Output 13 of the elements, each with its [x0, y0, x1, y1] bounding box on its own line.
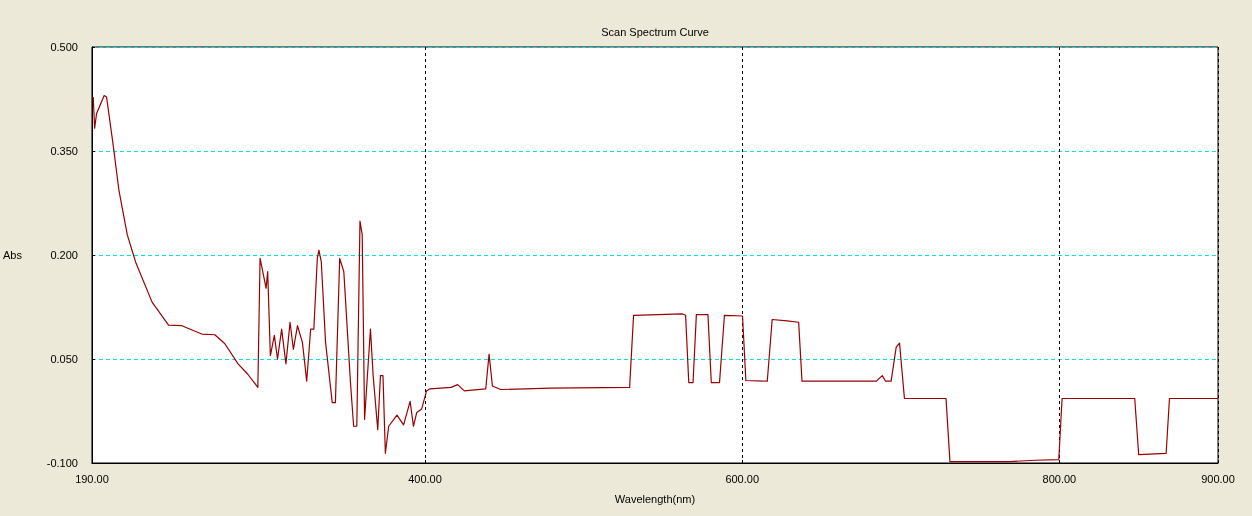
x-axis-title: Wavelength(nm) — [614, 492, 696, 505]
y-tick-label: 0.350 — [50, 145, 78, 157]
x-tick-label: 800.00 — [1042, 472, 1077, 485]
x-tick-label: 900.00 — [1201, 472, 1235, 485]
x-tick-label: 190.00 — [75, 472, 109, 485]
chart-title: Scan Spectrum Curve — [601, 25, 709, 38]
y-tick-label: 0.200 — [50, 249, 78, 261]
y-axis-title: Abs — [2, 249, 23, 261]
y-tick-label: 0.050 — [50, 353, 78, 365]
y-tick-label: 0.500 — [50, 41, 78, 53]
x-tick-label: 400.00 — [408, 472, 442, 485]
y-tick-label: -0.100 — [46, 457, 78, 469]
x-tick-label: 600.00 — [725, 472, 760, 485]
